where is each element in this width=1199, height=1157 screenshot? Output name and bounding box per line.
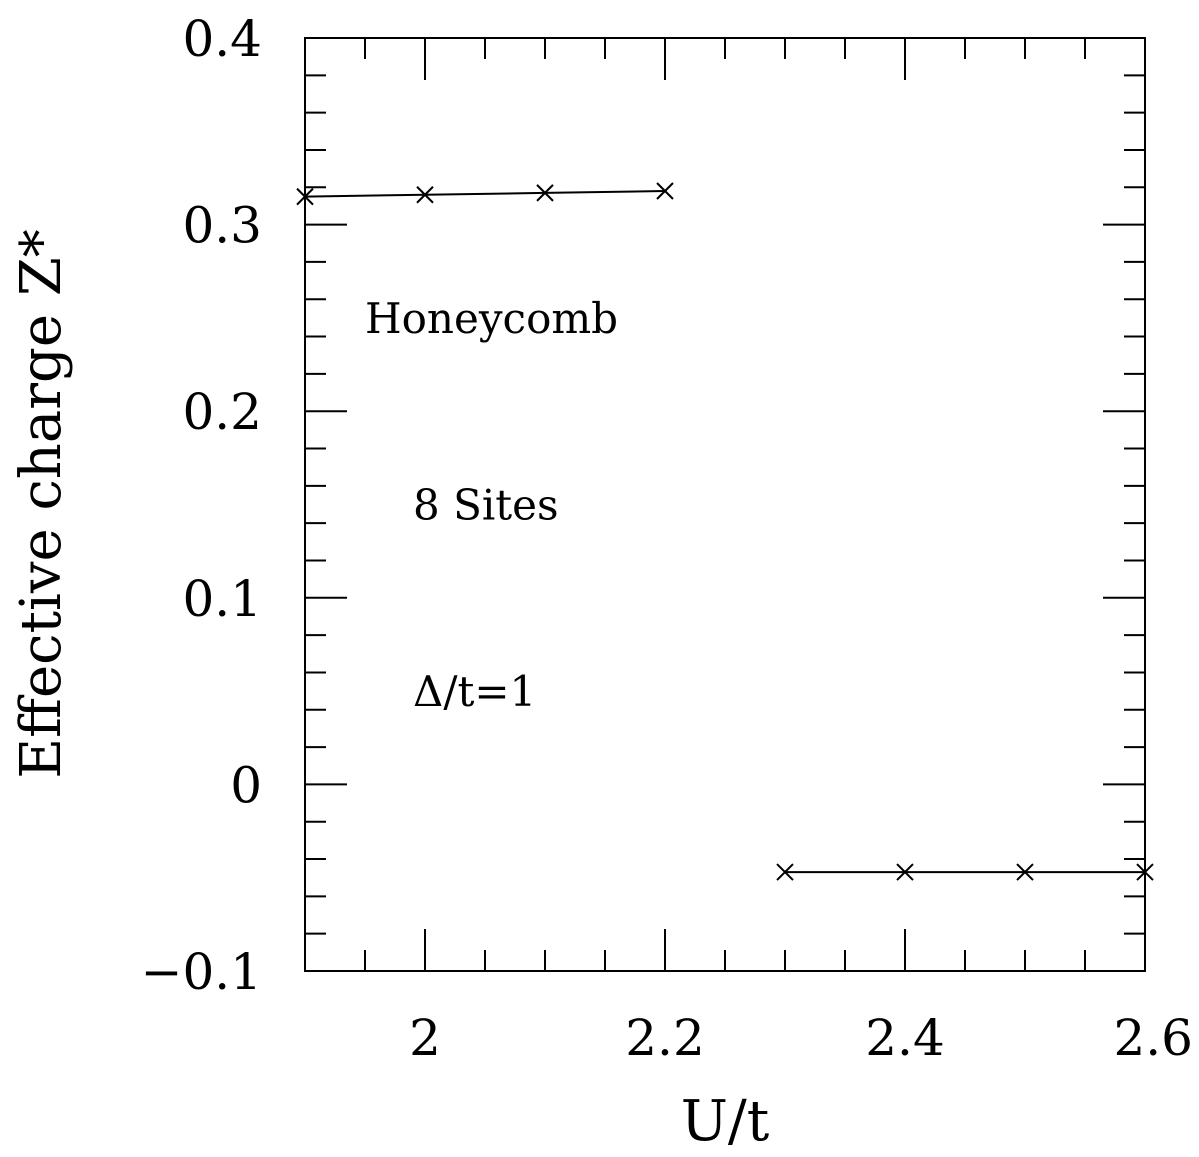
tick-labels: 2 2.2 2.4 2.6 −0.1 0 0.1 0.2 0.3 0.4 (141, 10, 1193, 1067)
ticks (304, 37, 1146, 972)
y-tick-label: 0.4 (182, 10, 262, 68)
marker-stroke (776, 863, 794, 881)
marker-stroke (656, 182, 674, 200)
marker-stroke (1136, 863, 1154, 881)
x-tick-label: 2.6 (1113, 1009, 1193, 1067)
data-point (896, 863, 914, 881)
marker-stroke (416, 186, 434, 204)
marker-stroke (536, 184, 554, 202)
data-point (1016, 863, 1034, 881)
annotations: Honeycomb 8 Sites Δ/t=1 (365, 294, 618, 716)
y-tick-label: 0.2 (182, 383, 262, 441)
marker-stroke (1016, 863, 1034, 881)
y-tick-label: 0 (230, 756, 262, 814)
data-point (1136, 863, 1154, 881)
annotation: Honeycomb (365, 294, 618, 343)
x-axis-title: U/t (681, 1089, 770, 1154)
data-point (656, 182, 674, 200)
marker-stroke (896, 863, 914, 881)
data-point (416, 186, 434, 204)
annotation: 8 Sites (413, 481, 559, 530)
series (296, 182, 1154, 881)
x-tick-label: 2.2 (625, 1009, 705, 1067)
y-tick-label: −0.1 (141, 943, 262, 1001)
y-tick-label: 0.1 (182, 570, 262, 628)
data-point (536, 184, 554, 202)
x-tick-label: 2 (409, 1009, 441, 1067)
data-point (776, 863, 794, 881)
data-point (296, 187, 314, 206)
y-tick-label: 0.3 (182, 197, 262, 255)
y-axis-title: Effective charge Z* (9, 229, 74, 778)
series-line (304, 190, 666, 198)
marker-stroke (296, 187, 314, 206)
annotation: Δ/t=1 (413, 667, 536, 716)
x-tick-label: 2.4 (865, 1009, 945, 1067)
